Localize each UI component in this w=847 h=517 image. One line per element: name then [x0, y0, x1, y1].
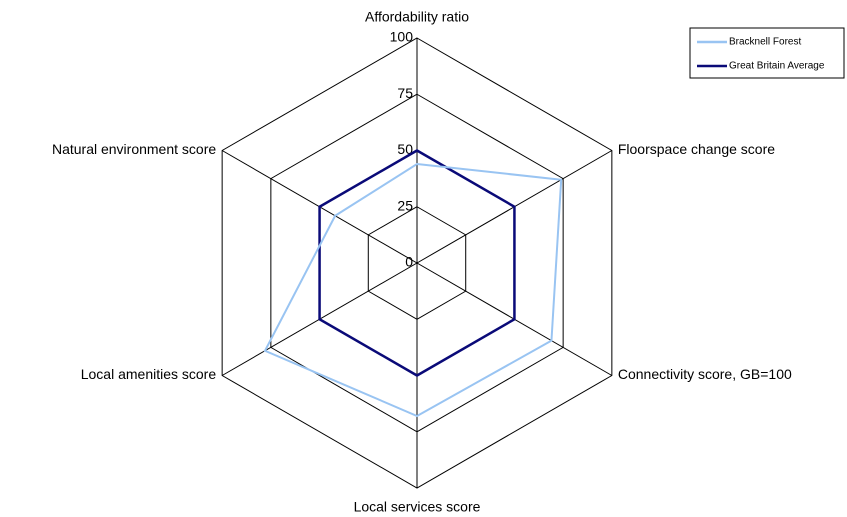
- tick-label: 25: [397, 197, 413, 213]
- series-line: [263, 162, 563, 418]
- legend-label: Bracknell Forest: [729, 37, 801, 48]
- axis-label: Connectivity score, GB=100: [618, 366, 792, 382]
- axis-label: Natural environment score: [52, 141, 216, 157]
- series-line: [318, 149, 516, 377]
- axis-label: Floorspace change score: [618, 141, 775, 157]
- tick-label: 100: [390, 29, 414, 45]
- tick-label: 75: [397, 85, 413, 101]
- axis-label: Local amenities score: [81, 366, 217, 382]
- axis-label: Affordability ratio: [365, 9, 469, 25]
- legend-label: Great Britain Average: [729, 61, 825, 72]
- tick-label: 0: [405, 254, 413, 270]
- axis-label: Local services score: [354, 499, 481, 515]
- tick-label: 50: [397, 141, 413, 157]
- legend-box: [689, 27, 845, 79]
